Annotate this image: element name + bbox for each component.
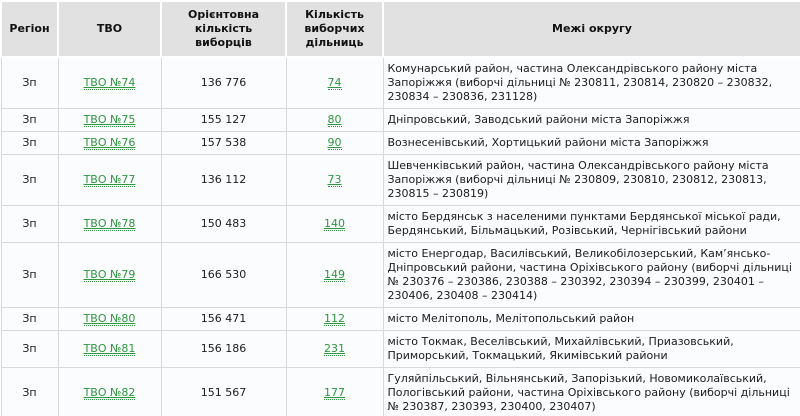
bounds-cell: Гуляйпільський, Вільнянський, Запорізьки… [382,367,800,416]
bounds-cell: місто Енергодар, Василівський, Великобіл… [382,242,800,308]
bounds-cell: місто Мелітополь, Мелітопольський район [382,307,800,331]
region-cell: Зп [0,367,59,416]
voters-cell: 136 112 [160,154,287,206]
voters-cell: 136 776 [160,56,287,109]
tvo-cell: ТВО №79 [57,242,162,308]
table-row: Зп ТВО №77 136 112 73 Шевченківський рай… [0,154,800,206]
table-body: Зп ТВО №74 136 776 74 Комунарський район… [0,56,800,416]
tvo-link[interactable]: ТВО №76 [83,136,136,150]
bounds-cell: місто Токмак, Веселівський, Михайлівськи… [382,330,800,368]
stations-cell: 177 [285,367,384,416]
stations-link[interactable]: 149 [324,268,345,282]
region-cell: Зп [0,307,59,331]
header-region: Регіон [0,0,59,58]
stations-link[interactable]: 73 [327,173,342,187]
voters-cell: 156 186 [160,330,287,368]
tvo-link[interactable]: ТВО №80 [83,312,136,326]
tvo-cell: ТВО №77 [57,154,162,206]
voters-cell: 155 127 [160,108,287,132]
stations-link[interactable]: 90 [327,136,342,150]
tvo-cell: ТВО №80 [57,307,162,331]
tvo-link[interactable]: ТВО №82 [83,386,136,400]
stations-link[interactable]: 74 [327,76,342,90]
table-header: Регіон ТВО Орієнтовна кількість виборців… [0,0,800,58]
tvo-link[interactable]: ТВО №79 [83,268,136,282]
table-row: Зп ТВО №76 157 538 90 Вознесенівський, Х… [0,131,800,155]
tvo-cell: ТВО №81 [57,330,162,368]
tvo-cell: ТВО №82 [57,367,162,416]
stations-link[interactable]: 80 [327,113,342,127]
table-row: Зп ТВО №78 150 483 140 місто Бердянськ з… [0,205,800,243]
stations-link[interactable]: 177 [324,386,345,400]
stations-link[interactable]: 231 [324,342,345,356]
voters-cell: 150 483 [160,205,287,243]
tvo-cell: ТВО №78 [57,205,162,243]
region-cell: Зп [0,131,59,155]
header-tvo: ТВО [57,0,162,58]
tvo-link[interactable]: ТВО №81 [83,342,136,356]
header-row: Регіон ТВО Орієнтовна кількість виборців… [0,0,800,58]
voters-cell: 157 538 [160,131,287,155]
tvo-link[interactable]: ТВО №74 [83,76,136,90]
stations-cell: 140 [285,205,384,243]
voters-cell: 166 530 [160,242,287,308]
region-cell: Зп [0,56,59,109]
header-bounds: Межі округу [382,0,800,58]
bounds-cell: Вознесенівський, Хортицький райони міста… [382,131,800,155]
tvo-link[interactable]: ТВО №75 [83,113,136,127]
stations-cell: 112 [285,307,384,331]
region-cell: Зп [0,154,59,206]
table-row: Зп ТВО №81 156 186 231 місто Токмак, Вес… [0,330,800,368]
table-row: Зп ТВО №80 156 471 112 місто Мелітополь,… [0,307,800,331]
bounds-cell: місто Бердянськ з населеними пунктами Бе… [382,205,800,243]
voters-cell: 156 471 [160,307,287,331]
stations-cell: 149 [285,242,384,308]
stations-cell: 231 [285,330,384,368]
table-row: Зп ТВО №82 151 567 177 Гуляйпільський, В… [0,367,800,416]
header-stations: Кількість виборчих дільниць [285,0,384,58]
table-row: Зп ТВО №79 166 530 149 місто Енергодар, … [0,242,800,308]
stations-link[interactable]: 112 [324,312,345,326]
stations-cell: 90 [285,131,384,155]
header-voters: Орієнтовна кількість виборців [160,0,287,58]
bounds-cell: Дніпровський, Заводський райони міста За… [382,108,800,132]
table-row: Зп ТВО №74 136 776 74 Комунарський район… [0,56,800,109]
region-cell: Зп [0,330,59,368]
tvo-link[interactable]: ТВО №77 [83,173,136,187]
region-cell: Зп [0,205,59,243]
stations-cell: 80 [285,108,384,132]
stations-cell: 74 [285,56,384,109]
tvo-cell: ТВО №75 [57,108,162,132]
stations-link[interactable]: 140 [324,217,345,231]
region-cell: Зп [0,242,59,308]
voters-cell: 151 567 [160,367,287,416]
table-row: Зп ТВО №75 155 127 80 Дніпровський, Заво… [0,108,800,132]
tvo-cell: ТВО №74 [57,56,162,109]
tvo-link[interactable]: ТВО №78 [83,217,136,231]
region-cell: Зп [0,108,59,132]
tvo-cell: ТВО №76 [57,131,162,155]
bounds-cell: Комунарський район, частина Олександрівс… [382,56,800,109]
bounds-cell: Шевченківський район, частина Олександрі… [382,154,800,206]
stations-cell: 73 [285,154,384,206]
